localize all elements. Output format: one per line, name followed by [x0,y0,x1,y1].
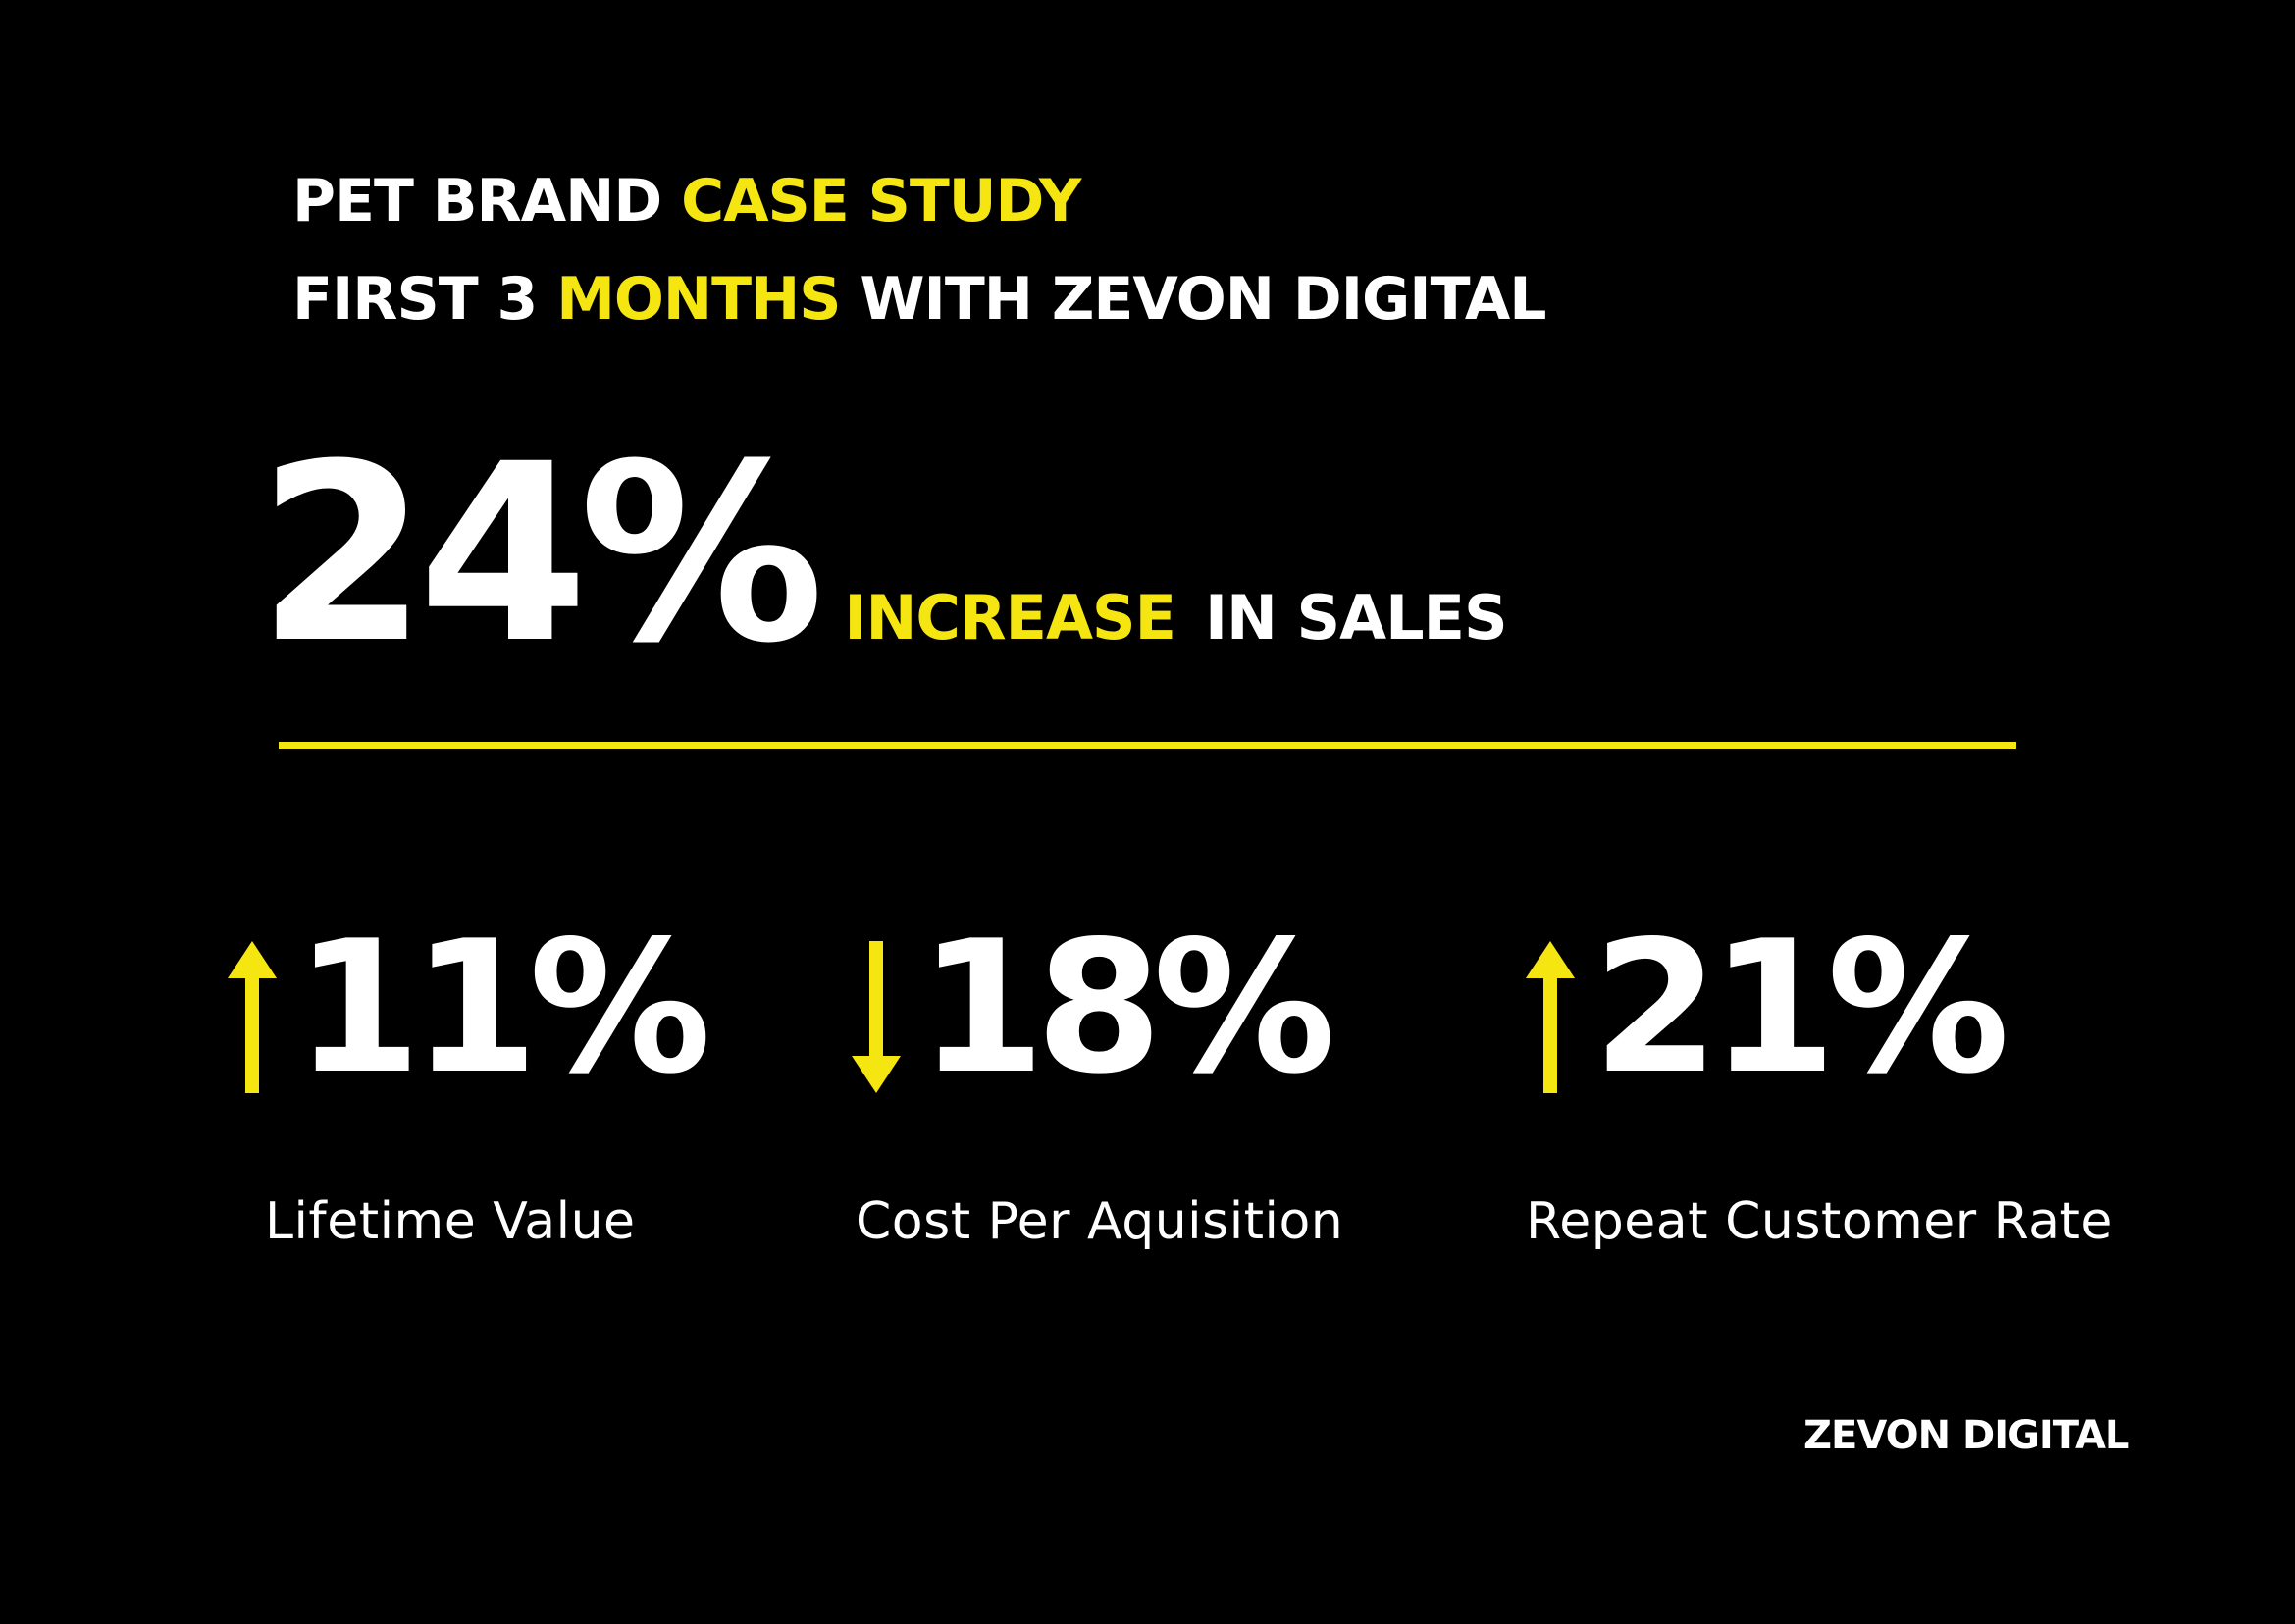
metric-lifetime-value: 11% Lifetime Value [228,917,711,1251]
divider-line [279,742,2016,749]
footer-brand: ZEVON DIGITAL [1803,1413,2129,1458]
metric-cost-per-aquisition: 18% Cost Per Aquisition [852,917,1343,1251]
headline-in-sales: IN SALES [1204,582,1508,654]
headline-value: 24% [257,411,824,697]
title-line-1: PET BRAND CASE STUDY [292,172,1081,231]
metric-value: 21% [1592,901,2009,1114]
metric-repeat-customer-rate: 21% Repeat Customer Rate [1526,917,2112,1251]
metric-value: 18% [918,901,1335,1114]
title-line-2: FIRST 3 MONTHS WITH ZEVON DIGITAL [292,270,1547,329]
metric-label: Repeat Customer Rate [1526,1192,2112,1251]
headline: 24% INCREASE IN SALES [257,411,1508,697]
arrow-up-icon [228,941,277,1093]
metric-label: Cost Per Aquisition [856,1192,1344,1251]
title-months: MONTHS [556,265,841,334]
title-pet-brand: PET BRAND [292,167,682,236]
arrow-down-icon [852,941,901,1093]
headline-text: INCREASE IN SALES [844,582,1508,654]
headline-increase: INCREASE [844,582,1176,654]
metric-label: Lifetime Value [265,1192,636,1251]
arrow-up-icon [1526,941,1575,1093]
title-first-3: FIRST 3 [292,265,557,334]
title-case-study: CASE STUDY [681,167,1081,236]
metric-value: 11% [294,901,711,1114]
title-with-zevon: WITH ZEVON DIGITAL [840,265,1546,334]
